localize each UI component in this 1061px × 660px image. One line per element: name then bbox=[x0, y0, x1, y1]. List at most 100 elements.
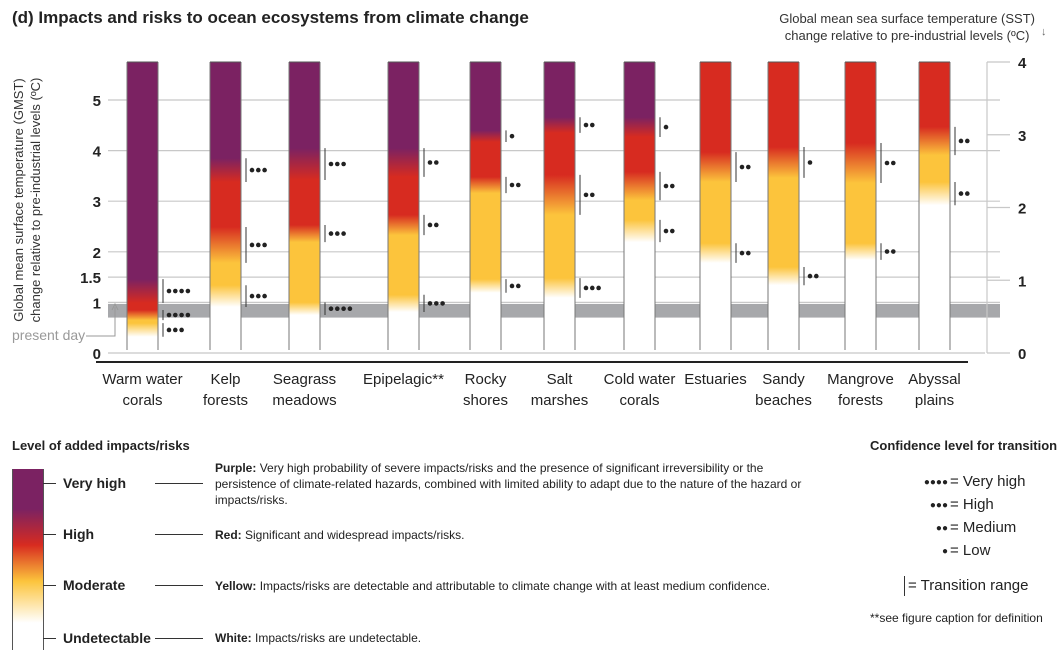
left-tick-label: 1 bbox=[93, 295, 101, 312]
confidence-dot bbox=[255, 242, 261, 248]
right-tick-label: 0 bbox=[1018, 346, 1026, 363]
confidence-dot bbox=[440, 301, 445, 306]
confidence-dot bbox=[884, 160, 890, 166]
ember-label: meadows bbox=[272, 392, 336, 409]
ember-label: Warm water bbox=[102, 371, 182, 388]
legend-desc-yellow: Yellow: Impacts/risks are detectable and… bbox=[215, 579, 770, 593]
confidence-dot bbox=[328, 161, 334, 167]
ember-bar bbox=[289, 62, 320, 349]
left-tick-label: 3 bbox=[93, 194, 101, 211]
confidence-dots-high: ●●● bbox=[929, 500, 948, 511]
confidence-title: Confidence level for transition bbox=[870, 438, 1058, 453]
right-axis-title: Global mean sea surface temperature (SST… bbox=[779, 10, 1035, 44]
confidence-dot bbox=[590, 192, 595, 198]
right-tick-label: 4 bbox=[1018, 55, 1027, 72]
confidence-very-high: = Very high bbox=[950, 473, 1026, 490]
confidence-dot bbox=[746, 164, 751, 170]
confidence-dot bbox=[173, 327, 178, 333]
confidence-dot bbox=[427, 301, 433, 306]
ember-label: Kelp bbox=[210, 371, 240, 388]
confidence-dot bbox=[663, 124, 669, 130]
right-tick-label: 1 bbox=[1018, 273, 1026, 290]
ember-chart: 0 1 1.5 2 3 4 5 0 1 2 3 4 present day Warm water coral… bbox=[12, 55, 1027, 409]
right-axis-title-line1: Global mean sea surface temperature (SST… bbox=[779, 11, 1035, 26]
confidence-dot bbox=[583, 192, 589, 198]
confidence-dot bbox=[328, 231, 334, 236]
ember-label: marshes bbox=[531, 392, 589, 409]
ember-label: corals bbox=[619, 392, 659, 409]
figure-title: (d) Impacts and risks to ocean ecosystem… bbox=[12, 8, 529, 27]
confidence-dot bbox=[179, 327, 184, 333]
confidence-high: = High bbox=[950, 496, 994, 513]
confidence-dot bbox=[663, 183, 669, 189]
confidence-dot bbox=[255, 167, 261, 173]
ember-bar bbox=[768, 62, 799, 349]
confidence-dot bbox=[249, 242, 255, 248]
ember-label: Rocky bbox=[465, 371, 507, 388]
ember-bar bbox=[388, 62, 419, 349]
right-tick-label: 2 bbox=[1018, 201, 1026, 218]
confidence-dot bbox=[583, 285, 589, 291]
ember-bar bbox=[210, 62, 241, 349]
confidence-dot bbox=[262, 293, 267, 299]
confidence-dot bbox=[583, 122, 589, 128]
confidence-dot bbox=[427, 160, 433, 165]
ember-label: plains bbox=[915, 392, 954, 409]
arrow-down-icon: ↓ bbox=[1041, 26, 1047, 38]
confidence-dot bbox=[807, 273, 813, 279]
confidence-dot bbox=[179, 312, 184, 318]
confidence-dot bbox=[427, 222, 433, 228]
confidence-dot bbox=[739, 164, 745, 170]
legend-level-high: High bbox=[63, 526, 95, 542]
right-axis-title-line2: change relative to pre-industrial levels… bbox=[784, 28, 1030, 43]
left-axis-title-line1: Global mean surface temperature (GMST) bbox=[11, 78, 26, 322]
confidence-dot bbox=[262, 242, 267, 248]
confidence-dot bbox=[166, 288, 172, 294]
confidence-dot bbox=[166, 312, 172, 318]
ember-label: Estuaries bbox=[684, 371, 747, 388]
confidence-dot bbox=[341, 161, 346, 167]
left-tick-label: 2 bbox=[93, 245, 101, 262]
confidence-dot bbox=[328, 306, 334, 312]
confidence-dot bbox=[590, 122, 595, 128]
confidence-dot bbox=[739, 250, 745, 256]
confidence-dot bbox=[335, 161, 340, 167]
left-tick-label: 4 bbox=[93, 144, 102, 161]
ember-label: shores bbox=[463, 392, 508, 409]
ember-bar bbox=[470, 62, 501, 349]
confidence-low: = Low bbox=[950, 542, 991, 559]
confidence-dot bbox=[670, 228, 675, 234]
confidence-dot bbox=[958, 191, 964, 196]
present-day-arrowhead bbox=[111, 302, 119, 311]
ember-bar bbox=[919, 62, 950, 349]
confidence-dot bbox=[670, 183, 675, 189]
ember-label: Salt bbox=[547, 371, 574, 388]
transition-range-icon bbox=[904, 576, 905, 596]
confidence-dot bbox=[249, 293, 255, 299]
ember-label: corals bbox=[122, 392, 162, 409]
legend-level-very-high: Very high bbox=[63, 475, 127, 491]
legend-level-moderate: Moderate bbox=[63, 577, 126, 593]
right-tick-label: 3 bbox=[1018, 128, 1026, 145]
confidence-dot bbox=[347, 306, 353, 312]
confidence-dots-medium: ●● bbox=[935, 523, 948, 534]
confidence-dot bbox=[341, 306, 346, 312]
present-day-label: present day bbox=[12, 327, 85, 343]
ember-label: beaches bbox=[755, 392, 812, 409]
confidence-dot bbox=[965, 191, 970, 196]
confidence-dot bbox=[185, 312, 191, 318]
confidence-dot bbox=[249, 167, 255, 173]
confidence-dot bbox=[746, 250, 751, 256]
confidence-dot bbox=[509, 182, 515, 188]
ember-label: Mangrove bbox=[827, 371, 894, 388]
confidence-dots-very-high: ●●●● bbox=[923, 477, 948, 488]
legend-desc-white: White: Impacts/risks are undetectable. bbox=[215, 631, 422, 645]
left-axis-title: Global mean surface temperature (GMST) c… bbox=[10, 60, 44, 340]
legend-title: Level of added impacts/risks bbox=[12, 438, 190, 453]
confidence-dot bbox=[335, 231, 340, 236]
legend-level-undetectable: Undetectable bbox=[63, 630, 151, 646]
ember-bar bbox=[700, 62, 731, 349]
confidence-dot bbox=[185, 288, 191, 294]
confidence-dot bbox=[434, 222, 439, 228]
